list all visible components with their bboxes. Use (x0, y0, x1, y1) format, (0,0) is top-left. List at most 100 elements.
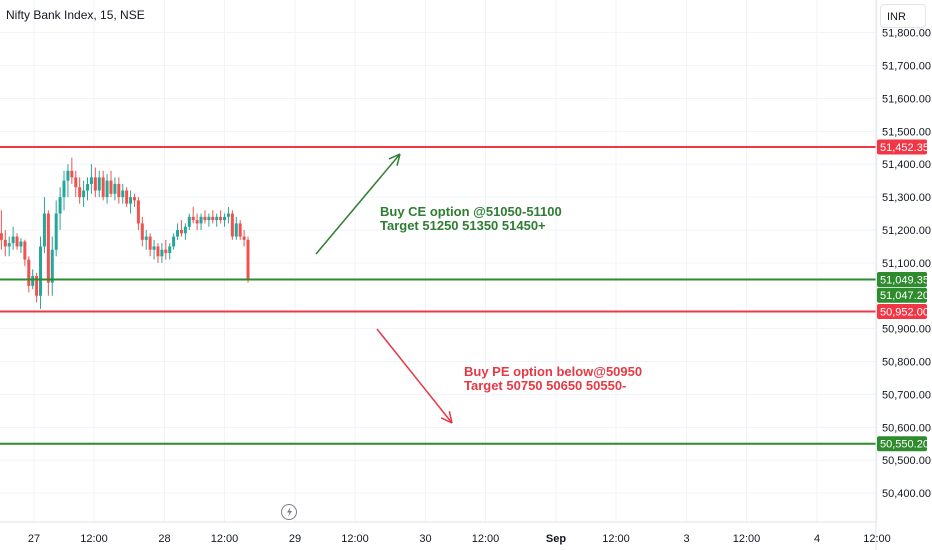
x-tick-label: 12:00 (80, 533, 108, 545)
candle-body (31, 276, 35, 286)
y-tick-label: 51,200.00 (882, 225, 931, 237)
annotations: Buy CE option @51050-51100 Target 51250 … (380, 204, 642, 393)
candle-body (19, 241, 23, 247)
candle-body (121, 190, 125, 198)
candle-body (132, 197, 136, 201)
x-tick-label: 12:00 (472, 533, 500, 545)
candle-body (203, 216, 207, 221)
candle-body (27, 259, 31, 286)
ce-annotation-line1: Buy CE option @51050-51100 (380, 204, 562, 219)
candle-body (15, 236, 19, 247)
x-tick-label: 27 (28, 533, 40, 545)
candle-body (105, 180, 109, 198)
price-badge-label: 50,952.00 (880, 307, 929, 319)
price-badge-label: 51,452.35 (880, 142, 929, 154)
x-tick-label: 3 (683, 533, 689, 545)
y-tick-label: 50,600.00 (882, 422, 931, 434)
y-tick-label: 51,400.00 (882, 159, 931, 171)
y-tick-label: 50,400.00 (882, 488, 931, 500)
price-badge-label: 50,550.20 (880, 439, 929, 451)
candle-body (242, 236, 246, 240)
candle-body (168, 246, 172, 254)
trend-arrow (315, 153, 401, 255)
candle-body (129, 197, 133, 204)
candle-body (199, 216, 203, 224)
candle-body (82, 190, 86, 198)
candle-body (3, 239, 7, 247)
candle-body (109, 180, 113, 194)
x-tick-label: 12:00 (341, 533, 369, 545)
price-badge (877, 139, 927, 155)
x-tick-label: 12:00 (602, 533, 630, 545)
candle-body (62, 180, 66, 198)
candle-body (246, 239, 250, 280)
candle-body (144, 236, 148, 240)
candle-body (160, 249, 164, 257)
candle-body (46, 213, 50, 283)
price-badge-label: 51,047.20 (880, 290, 929, 302)
grid (0, 0, 878, 522)
candle-body (74, 177, 78, 188)
trend-arrow-head (388, 153, 401, 160)
y-tick-label: 51,100.00 (882, 258, 931, 270)
candle-body (219, 216, 223, 221)
y-tick-label: 51,700.00 (882, 61, 931, 73)
candle-body (23, 241, 27, 260)
price-badge (877, 304, 927, 320)
trend-arrow (376, 328, 453, 424)
y-tick-label: 50,900.00 (882, 324, 931, 336)
candle-body (89, 177, 93, 184)
candle-body (176, 229, 180, 237)
candle-body (58, 197, 62, 214)
candle-body (70, 170, 74, 178)
candle-body (183, 226, 187, 234)
x-tick-label: 12:00 (733, 533, 761, 545)
candle-body (223, 216, 227, 221)
candle-body (113, 183, 117, 194)
y-tick-label: 51,500.00 (882, 126, 931, 138)
x-tick-label: 4 (814, 533, 820, 545)
price-badge (877, 287, 927, 303)
candle-body (39, 246, 43, 296)
candle-body (179, 229, 183, 234)
candle-body (42, 213, 46, 247)
y-tick-label: 50,500.00 (882, 455, 931, 467)
candle-body (66, 170, 70, 181)
currency-button[interactable]: INR (880, 4, 926, 28)
candle-body (136, 200, 140, 224)
candle-body (230, 213, 234, 237)
candle-body (101, 177, 105, 198)
y-tick-label: 50,700.00 (882, 389, 931, 401)
candle-body (215, 216, 219, 221)
candle-body (54, 213, 58, 250)
x-tick-label: 28 (158, 533, 170, 545)
price-badges: 51,452.35 51,049.35 51,047.20 50,952.00 50,5… (877, 139, 929, 452)
candle-body (226, 213, 230, 217)
trend-arrow-head (448, 411, 453, 424)
price-badge-label: 51,049.35 (880, 275, 929, 287)
candle-body (164, 249, 168, 254)
lightning-icon[interactable] (281, 504, 297, 520)
candle-body (152, 246, 156, 250)
trend-arrow-head (396, 153, 401, 166)
y-tick-label: 51,800.00 (882, 28, 931, 40)
y-tick-label: 51,300.00 (882, 192, 931, 204)
y-tick-label: 51,600.00 (882, 93, 931, 105)
price-badge (877, 272, 927, 288)
level-lines (0, 146, 876, 445)
candle-body (0, 233, 3, 240)
ce-annotation-line2: Target 51250 51350 51450+ (380, 218, 546, 233)
candle-body (35, 276, 39, 296)
candle-body (97, 177, 101, 191)
pe-annotation-line2: Target 50750 50650 50550- (464, 378, 626, 393)
pe-annotation-line1: Buy PE option below@50950 (464, 364, 642, 379)
candle-body (140, 223, 144, 240)
candle-body (93, 177, 97, 191)
candle-body (211, 216, 215, 221)
y-tick-label: 50,800.00 (882, 357, 931, 369)
x-tick-label: 12:00 (211, 533, 239, 545)
candle-body (156, 246, 160, 257)
candle-body (78, 187, 82, 198)
